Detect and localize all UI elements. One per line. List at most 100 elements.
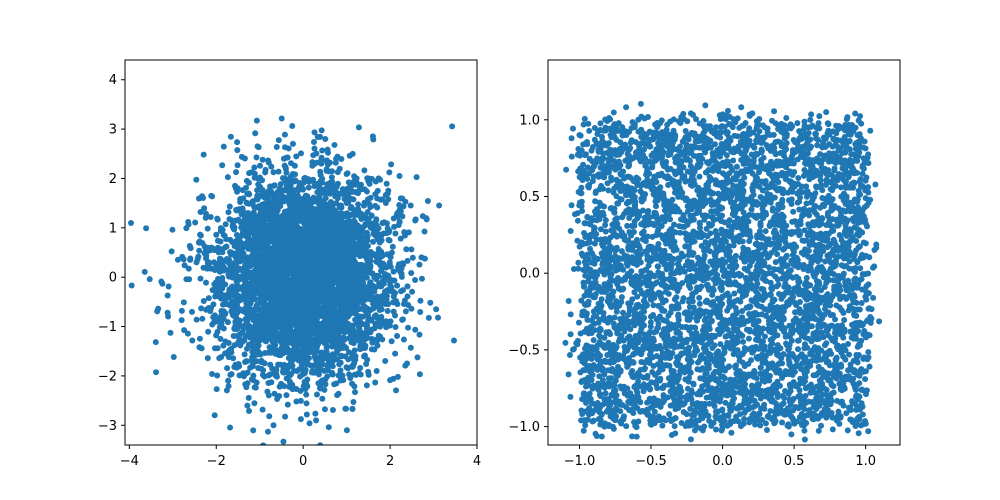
left-scatter-point (275, 361, 282, 368)
left-scatter-point (207, 308, 214, 315)
left-scatter-point (416, 261, 423, 268)
left-scatter-point (211, 281, 218, 288)
left-scatter-point (253, 154, 260, 161)
left-scatter-point (416, 331, 423, 338)
left-scatter-point (338, 190, 345, 197)
left-scatter-point (332, 193, 339, 200)
left-scatter-point (152, 339, 159, 346)
left-scatter-point (262, 237, 269, 244)
left-scatter-point (167, 329, 174, 336)
left-scatter-point (244, 358, 251, 365)
left-scatter-point (325, 424, 332, 431)
left-scatter-point (351, 246, 358, 253)
left-scatter-point (231, 243, 238, 250)
left-scatter-point (249, 222, 256, 229)
left-scatter-point (255, 365, 262, 372)
left-scatter-point (231, 226, 238, 233)
left-scatter-point (244, 402, 251, 409)
left-scatter-point (363, 215, 370, 222)
left-scatter-point (299, 371, 306, 378)
left-scatter-point (275, 137, 282, 144)
left-scatter-point (189, 308, 195, 315)
left-scatter-point (245, 394, 252, 401)
left-scatter-point (376, 234, 383, 241)
left-scatter-point (418, 275, 425, 282)
left-scatter-point (293, 153, 300, 160)
left-scatter-point (262, 246, 269, 253)
left-scatter-point (421, 255, 428, 262)
left-scatter-point (370, 230, 377, 237)
left-scatter-point (351, 347, 358, 354)
left-scatter-point (295, 200, 302, 207)
left-scatter-point (245, 179, 252, 186)
left-scatter-point (288, 236, 295, 243)
left-scatter-point (323, 297, 330, 304)
left-scatter-point (315, 288, 322, 295)
left-scatter-point (341, 229, 348, 236)
left-scatter-point (317, 178, 324, 185)
left-scatter-point (374, 225, 381, 232)
left-scatter-point (375, 332, 382, 339)
left-scatter-point (201, 205, 208, 212)
left-scatter-point (233, 364, 240, 371)
left-scatter-point (274, 230, 281, 237)
left-scatter-point (405, 229, 412, 236)
left-scatter-point (408, 305, 415, 312)
left-scatter-point (332, 159, 339, 166)
left-scatter-point (255, 248, 262, 254)
left-scatter-point (275, 306, 282, 313)
left-scatter-point (314, 314, 321, 321)
left-scatter-point (288, 190, 295, 197)
left-scatter-point (328, 216, 335, 223)
left-scatter-point (232, 274, 239, 281)
left-scatter-point (334, 266, 341, 273)
left-scatter-point (257, 162, 264, 169)
left-scatter-point (220, 325, 227, 332)
left-scatter-point (308, 251, 315, 258)
left-scatter-point (375, 273, 382, 280)
left-scatter-point (158, 278, 165, 285)
left-scatter-point (363, 188, 370, 195)
left-scatter-point (397, 235, 404, 242)
left-scatter-point (297, 304, 304, 311)
left-scatter-point (365, 289, 372, 296)
left-scatter-point (278, 270, 285, 277)
left-scatter-point (233, 294, 240, 301)
left-scatter-point (238, 208, 245, 215)
left-scatter-point (310, 139, 317, 146)
left-scatter-point (235, 216, 242, 223)
left-scatter-point (288, 256, 295, 263)
left-scatter-point (379, 220, 386, 227)
left-scatter-point (353, 268, 360, 275)
left-scatter-point (268, 379, 275, 386)
left-scatter-point (246, 407, 253, 414)
left-scatter-point (315, 277, 322, 284)
left-scatter-point (196, 247, 203, 254)
left-scatter-point (295, 217, 302, 224)
left-scatter-point (325, 355, 332, 362)
left-scatter-point (329, 269, 336, 276)
left-scatter-point (390, 288, 397, 295)
left-scatter-point (316, 234, 323, 241)
left-scatter-point (267, 361, 274, 368)
left-scatter-point (244, 318, 251, 325)
left-scatter-point (273, 366, 280, 373)
left-scatter-point (413, 174, 420, 181)
left-scatter-point (348, 195, 355, 202)
left-scatter-point (278, 339, 285, 346)
left-scatter-point (318, 332, 325, 339)
left-scatter-point (374, 293, 381, 300)
left-scatter-point (259, 156, 266, 163)
left-scatter-point (231, 342, 238, 349)
left-scatter-point (185, 221, 192, 228)
left-scatter-point (252, 343, 259, 350)
left-scatter-point (293, 309, 300, 316)
left-scatter-point (290, 296, 297, 303)
left-scatter-point (297, 313, 304, 320)
left-scatter-point (216, 315, 223, 322)
left-scatter-point (399, 213, 406, 220)
left-scatter-point (285, 270, 292, 277)
left-scatter-point (347, 205, 354, 212)
left-scatter-point (257, 351, 264, 358)
left-scatter-point (251, 384, 258, 391)
